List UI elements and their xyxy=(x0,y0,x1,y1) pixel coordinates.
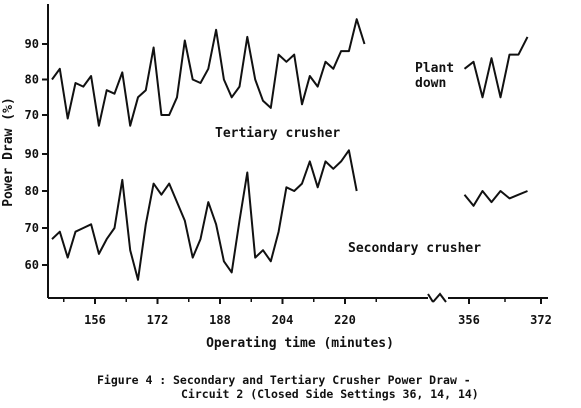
x-tick-label: 172 xyxy=(147,313,169,327)
y-tick-label-tertiary: 70 xyxy=(25,108,39,122)
secondary-crusher-line xyxy=(51,149,358,281)
figure-caption-line-1: Secondary and Tertiary Crusher Power Dra… xyxy=(173,373,471,387)
y-tick-label-secondary: 80 xyxy=(25,184,39,198)
y-tick-label-secondary: 90 xyxy=(25,147,39,161)
series-label-secondary: Secondary crusher xyxy=(348,241,481,256)
y-tick-label-tertiary: 90 xyxy=(25,37,39,51)
y-tick-label-secondary: 70 xyxy=(25,221,39,235)
y-axis-label: Power Draw (%) xyxy=(1,97,16,207)
plant-down-annotation: Plant down xyxy=(415,61,462,91)
x-tick-label: 356 xyxy=(458,313,480,327)
axis-break-mark xyxy=(427,292,447,303)
series-label-tertiary: Tertiary crusher xyxy=(215,126,340,141)
tertiary-crusher-line xyxy=(463,36,529,99)
x-ticks: 156 172 188 204 220 356 372 xyxy=(63,298,552,327)
y-tick-label-tertiary: 80 xyxy=(25,73,39,87)
series-lines xyxy=(51,18,529,281)
tertiary-crusher-line xyxy=(51,18,366,127)
plant-down-line-2: down xyxy=(415,76,446,91)
secondary-crusher-line xyxy=(463,190,528,207)
x-tick-label: 188 xyxy=(209,313,231,327)
x-tick-label: 372 xyxy=(530,313,552,327)
figure-caption-label: Figure 4 : xyxy=(97,373,166,387)
x-axis-label: Operating time (minutes) xyxy=(206,336,394,351)
x-tick-label: 204 xyxy=(272,313,294,327)
y-tick-label-secondary: 60 xyxy=(25,258,39,272)
x-tick-label: 156 xyxy=(84,313,106,327)
figure-caption-line-2: Circuit 2 (Closed Side Settings 36, 14, … xyxy=(181,387,479,401)
y-ticks: 70 80 90 60 70 80 90 xyxy=(25,37,48,272)
plant-down-line-1: Plant xyxy=(415,61,454,76)
x-tick-label: 220 xyxy=(334,313,356,327)
